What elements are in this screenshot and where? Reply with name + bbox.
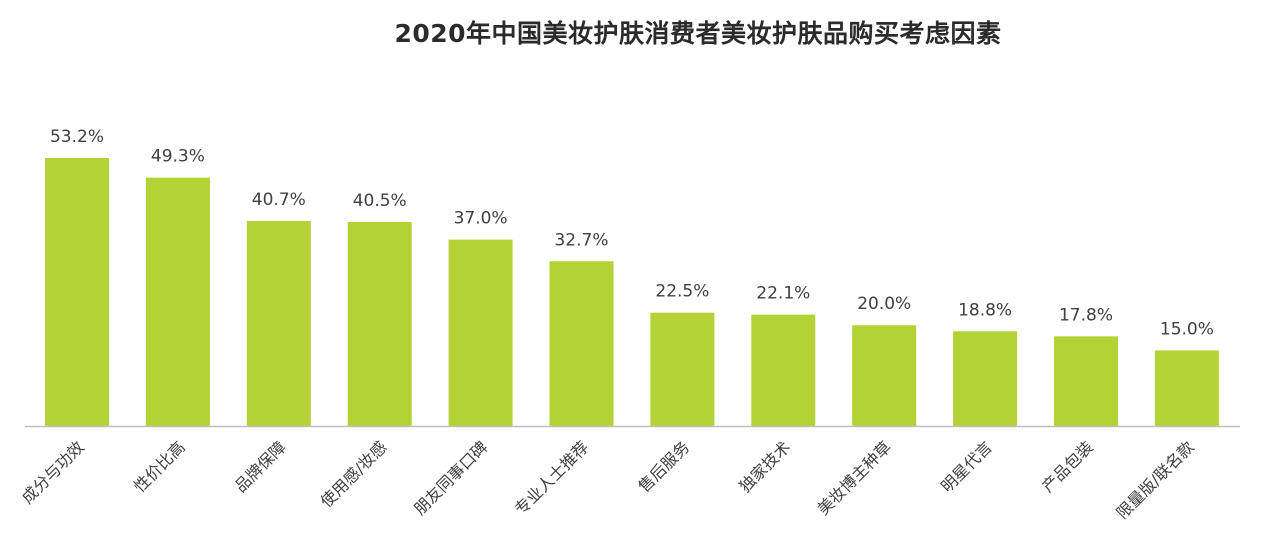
bar (953, 331, 1018, 426)
category-tick-label: 明星代言 (937, 437, 996, 496)
category-tick-label: 性价比高 (130, 437, 189, 496)
data-label: 15.0% (1160, 319, 1214, 339)
bar (45, 158, 109, 426)
data-label: 20.0% (857, 294, 911, 314)
category-tick-label: 限量版/联名款 (1113, 437, 1198, 522)
bar (852, 325, 917, 426)
category-tick-label: 产品包装 (1038, 437, 1097, 496)
bar (347, 221, 412, 426)
category-tick-label: 使用感/妆感 (317, 437, 391, 511)
data-label: 22.5% (655, 282, 709, 302)
data-label: 18.8% (958, 300, 1012, 320)
category-tick-label: 专业人士推荐 (511, 437, 592, 518)
category-tick-label: 成分与功效 (18, 437, 88, 507)
data-label: 32.7% (554, 230, 608, 250)
bar (1154, 350, 1219, 426)
bar (650, 312, 715, 426)
bar (549, 261, 614, 426)
data-label: 49.3% (151, 147, 205, 167)
bar (448, 239, 513, 426)
data-label: 40.5% (353, 191, 407, 211)
bar (246, 220, 311, 426)
data-label: 22.1% (756, 284, 810, 304)
category-tick-label: 朋友同事口碑 (410, 437, 491, 518)
category-tick-label: 品牌保障 (231, 437, 290, 496)
category-tick-label: 美妆博主种草 (814, 437, 895, 518)
bar (751, 314, 816, 426)
category-tick-label: 独家技术 (735, 437, 794, 496)
data-label: 53.2% (50, 127, 104, 147)
category-tick-label: 售后服务 (635, 437, 694, 496)
data-label: 17.8% (1059, 305, 1113, 325)
bar (145, 177, 210, 426)
data-label: 40.7% (252, 190, 306, 210)
bar (1054, 336, 1118, 426)
data-label: 37.0% (454, 209, 508, 229)
chart-title: 2020年中国美妆护肤消费者美妆护肤品购买考虑因素 (394, 19, 1002, 48)
